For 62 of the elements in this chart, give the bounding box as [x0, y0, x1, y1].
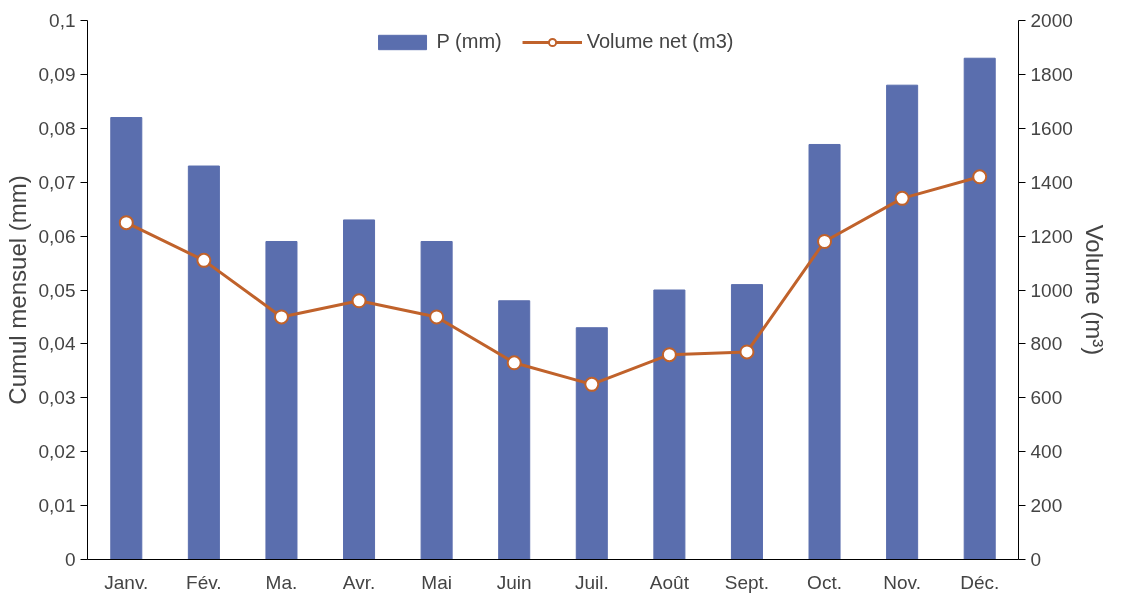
y2-tick-label: 1000 — [1030, 279, 1073, 301]
x-tick-label: Sept. — [724, 571, 770, 593]
bar — [420, 240, 453, 560]
y2-tick-label: 1400 — [1030, 171, 1073, 193]
x-tick-label: Fév. — [186, 571, 222, 593]
x-tick-label: Déc. — [960, 571, 1000, 593]
bar — [187, 165, 220, 560]
bar — [653, 289, 686, 560]
point — [817, 234, 833, 249]
bar — [265, 240, 298, 560]
y2-tick-label: 1200 — [1030, 225, 1073, 247]
point — [584, 376, 600, 392]
bar — [343, 219, 376, 560]
point — [972, 169, 988, 185]
y2-tick-label: 1600 — [1030, 117, 1073, 139]
y-tick-label: 0,02 — [38, 441, 76, 463]
y2-tick-label: 200 — [1030, 495, 1063, 517]
legend-label: Volume net (m3) — [586, 30, 734, 53]
x-tick-label: Avr. — [342, 571, 376, 593]
point — [118, 215, 134, 231]
y2-axis-title: Volume (m³) — [1080, 224, 1108, 356]
y-tick-label: 0,09 — [38, 63, 76, 85]
bar — [575, 327, 608, 560]
y2-tick-label: 2000 — [1030, 10, 1073, 31]
y-axis-title: Cumul mensuel (mm) — [3, 175, 31, 405]
y-tick-label: 0,1 — [49, 10, 76, 31]
x-tick-label: Juil. — [574, 571, 609, 593]
bar — [808, 143, 841, 560]
point — [739, 344, 755, 360]
x-tick-label: Oct. — [807, 571, 842, 593]
point — [506, 355, 522, 371]
y-tick-label: 0 — [64, 549, 76, 570]
y-tick-label: 0,07 — [38, 171, 76, 193]
x-tick-label: Ma. — [265, 571, 298, 593]
bar — [498, 300, 531, 560]
x-tick-label: Nov. — [883, 571, 921, 593]
y2-tick-label: 800 — [1030, 333, 1063, 355]
x-tick-label: Août — [649, 571, 690, 593]
point — [273, 309, 289, 325]
bar — [886, 84, 919, 560]
y2-tick-label: 1800 — [1030, 63, 1073, 85]
x-tick-label: Mai — [421, 571, 452, 593]
y-tick-label: 0,05 — [38, 279, 76, 301]
legend-label: P (mm) — [436, 30, 502, 53]
bar — [963, 57, 996, 560]
y2-tick-label: 600 — [1030, 387, 1063, 409]
point — [894, 190, 910, 206]
bar — [110, 117, 143, 560]
y-tick-label: 0,06 — [38, 225, 76, 247]
point — [351, 293, 367, 309]
y-tick-label: 0,04 — [38, 333, 76, 355]
y2-tick-label: 400 — [1030, 441, 1063, 463]
point — [661, 347, 677, 363]
bar — [730, 284, 763, 560]
y-tick-label: 0,03 — [38, 387, 76, 409]
x-tick-label: Janv. — [104, 571, 149, 593]
y-tick-label: 0,08 — [38, 117, 76, 139]
point — [429, 309, 445, 325]
point — [196, 252, 212, 268]
x-tick-label: Juin — [496, 571, 532, 593]
y-tick-label: 0,01 — [38, 495, 76, 517]
y2-tick-label: 0 — [1030, 549, 1042, 570]
